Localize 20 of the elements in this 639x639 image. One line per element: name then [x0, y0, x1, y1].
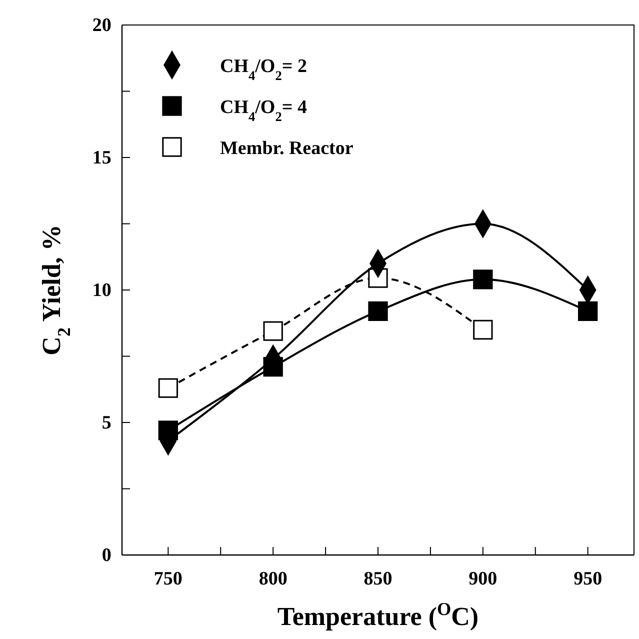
y-tick-label: 0: [102, 545, 112, 566]
x-tick-label: 950: [574, 568, 602, 590]
point: [158, 378, 178, 398]
point: [473, 270, 493, 290]
point: [473, 320, 493, 340]
x-tick-label: 850: [364, 568, 392, 590]
x-tick-label: 800: [258, 568, 288, 590]
point: [263, 321, 283, 341]
x-tick-label: 750: [154, 568, 182, 590]
y-tick-label: 15: [92, 148, 112, 169]
y-tick-label: 5: [102, 412, 112, 434]
y-tick-label: 20: [92, 15, 112, 36]
point: [368, 301, 388, 322]
x-axis-title: Temperature ($^{O}$C): [277, 599, 479, 631]
point: [578, 301, 598, 322]
legend-label: CH$_{4}$/O$_{2}$= 2: [220, 56, 307, 82]
y-tick-label: 10: [92, 280, 112, 302]
x-tick-label: 900: [468, 568, 498, 590]
legend-label: CH$_{4}$/O$_{2}$= 4: [220, 97, 308, 124]
legend-label: Membr. Reactor: [220, 138, 354, 159]
